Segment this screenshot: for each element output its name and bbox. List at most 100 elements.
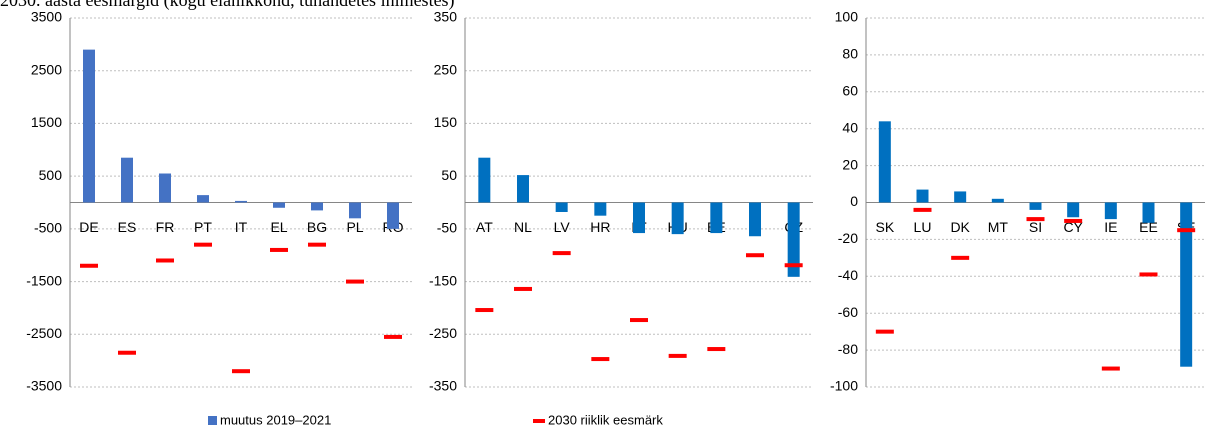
target-marker <box>875 329 894 334</box>
x-tick-label: AT <box>476 219 493 235</box>
y-tick-label: 50 <box>441 167 457 183</box>
y-tick-label: -2500 <box>26 325 62 341</box>
x-tick-label: HR <box>590 219 610 235</box>
y-tick-label: -60 <box>838 304 858 320</box>
target-marker <box>118 350 136 355</box>
x-tick-label: LU <box>914 219 932 235</box>
bar <box>633 202 645 234</box>
target-marker <box>1177 228 1196 233</box>
bar <box>555 202 568 212</box>
bar <box>749 202 761 237</box>
x-tick-label: NL <box>514 219 532 235</box>
bar <box>878 121 891 203</box>
target-marker <box>308 242 326 247</box>
target-marker <box>384 334 402 339</box>
y-tick-label: 40 <box>842 119 858 135</box>
bar <box>671 202 684 235</box>
bar <box>121 157 133 203</box>
legend-swatch <box>533 419 545 423</box>
target-marker <box>270 247 288 252</box>
target-marker <box>1064 218 1083 223</box>
bar <box>235 200 247 203</box>
target-marker <box>232 369 250 374</box>
x-tick-label: PL <box>346 219 363 235</box>
target-marker <box>951 255 970 260</box>
y-tick-label: -50 <box>437 220 457 236</box>
y-tick-label: -20 <box>838 230 858 246</box>
y-tick-label: 1500 <box>31 114 62 130</box>
y-tick-label: -100 <box>830 378 858 394</box>
y-tick-label: -80 <box>838 341 858 357</box>
target-marker <box>475 308 494 313</box>
bar <box>273 202 285 208</box>
y-tick-label: -350 <box>429 378 457 394</box>
target-marker <box>156 258 174 263</box>
target-marker <box>630 318 648 323</box>
y-tick-label: 0 <box>850 193 858 209</box>
x-tick-label: DE <box>79 219 98 235</box>
target-marker <box>80 263 98 268</box>
bar <box>991 198 1004 203</box>
bar <box>1104 202 1117 220</box>
bar <box>517 175 529 203</box>
target-marker <box>668 353 687 358</box>
y-tick-label: -1500 <box>26 272 62 288</box>
x-tick-label: FR <box>156 219 175 235</box>
y-tick-label: -3500 <box>26 378 62 394</box>
y-tick-label: 150 <box>434 114 458 130</box>
bar <box>916 189 929 203</box>
bar <box>710 202 723 234</box>
bar <box>1180 202 1193 367</box>
y-tick-label: -40 <box>838 267 858 283</box>
x-tick-label: DK <box>950 219 970 235</box>
target-marker <box>784 263 803 268</box>
target-marker <box>346 279 364 284</box>
y-tick-label: 80 <box>842 46 858 62</box>
legend-swatch <box>208 416 217 425</box>
target-marker <box>591 357 610 362</box>
chart-title: 2030. aasta eesmärgid (kogu elanikkond, … <box>0 0 455 11</box>
y-tick-label: -500 <box>34 220 62 236</box>
x-tick-label: LV <box>554 219 571 235</box>
bar <box>1029 202 1042 210</box>
target-marker <box>707 347 726 352</box>
target-marker <box>194 242 212 247</box>
bar <box>787 202 800 277</box>
target-marker <box>746 253 764 258</box>
target-marker <box>913 207 932 212</box>
bar <box>311 202 323 211</box>
legend-label: 2030 riiklik eesmärk <box>548 412 663 427</box>
bar <box>387 202 399 229</box>
x-tick-label: ES <box>118 219 137 235</box>
x-tick-label: PT <box>194 219 212 235</box>
bar <box>197 195 209 203</box>
bar <box>349 202 361 219</box>
target-marker <box>1026 217 1045 222</box>
y-tick-label: 250 <box>434 61 458 77</box>
bar <box>1142 202 1155 223</box>
bar <box>159 173 171 203</box>
x-tick-label: SK <box>875 219 894 235</box>
y-tick-label: 60 <box>842 83 858 99</box>
y-tick-label: -250 <box>429 325 457 341</box>
x-tick-label: EL <box>270 219 287 235</box>
y-tick-label: 100 <box>835 9 859 25</box>
bar <box>594 202 607 216</box>
y-tick-label: 20 <box>842 156 858 172</box>
bar <box>954 191 967 203</box>
target-marker <box>1139 272 1158 277</box>
y-tick-label: 2500 <box>31 61 62 77</box>
y-tick-label: 350 <box>434 9 458 25</box>
x-tick-label: SI <box>1029 219 1042 235</box>
bar <box>1067 202 1080 218</box>
bar <box>83 49 95 203</box>
x-tick-label: IE <box>1104 219 1117 235</box>
x-tick-label: EE <box>1139 219 1158 235</box>
x-tick-label: IT <box>235 219 248 235</box>
legend-label: muutus 2019–2021 <box>220 412 331 427</box>
x-tick-label: MT <box>988 219 1009 235</box>
y-tick-label: 3500 <box>31 9 62 25</box>
target-marker <box>1101 366 1120 371</box>
x-tick-label: CY <box>1063 219 1083 235</box>
